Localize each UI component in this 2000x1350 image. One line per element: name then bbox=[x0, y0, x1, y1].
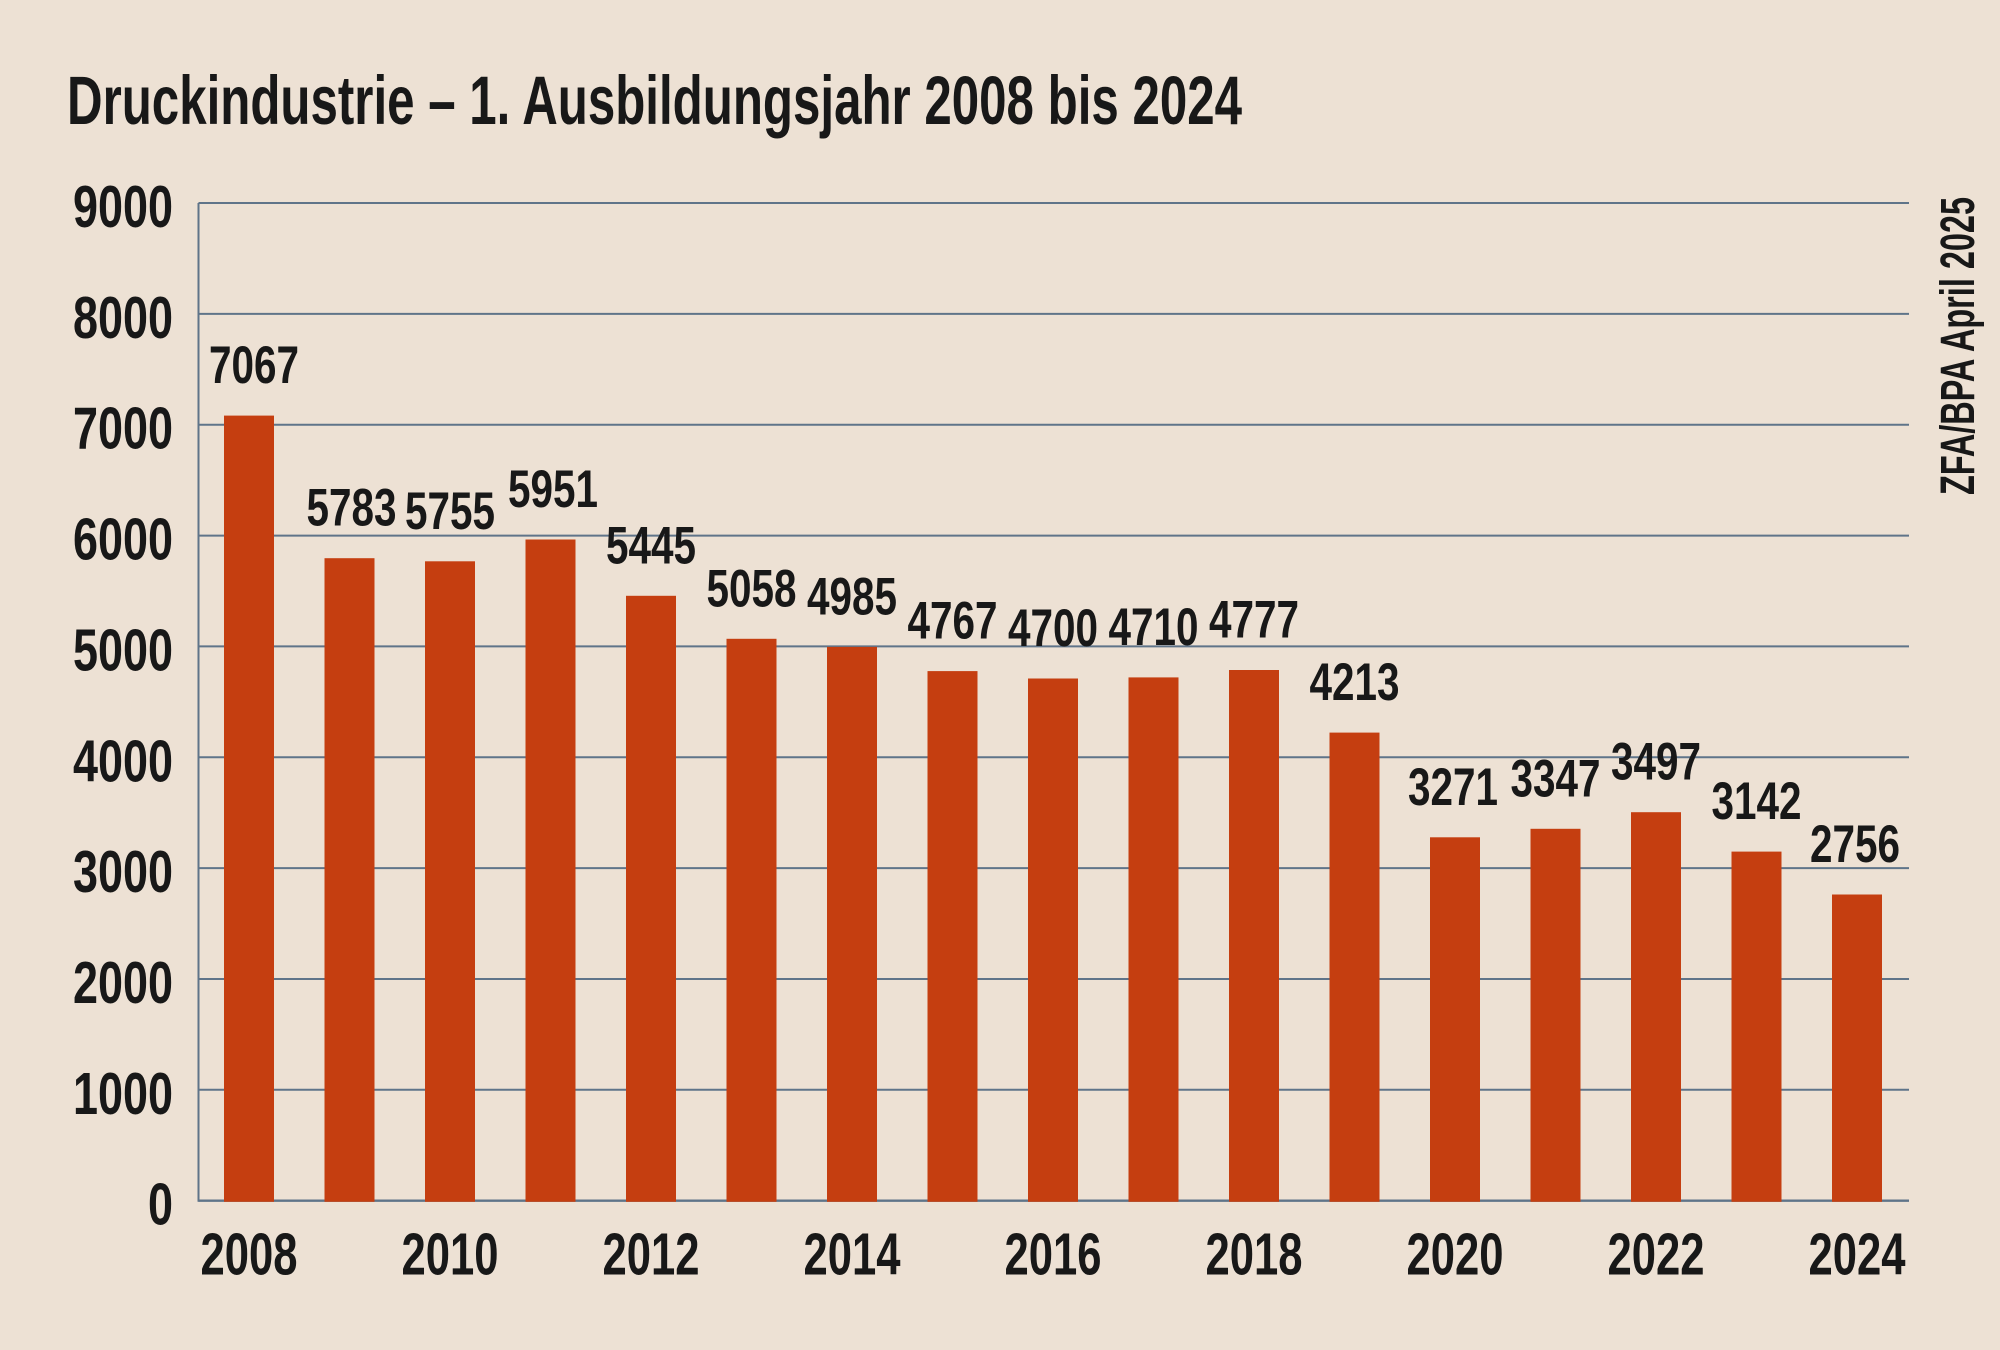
svg-text:0: 0 bbox=[148, 1171, 173, 1238]
svg-text:4985: 4985 bbox=[807, 567, 897, 626]
svg-text:5783: 5783 bbox=[307, 479, 397, 538]
svg-text:2000: 2000 bbox=[73, 949, 173, 1016]
svg-text:3000: 3000 bbox=[73, 838, 173, 905]
svg-text:7067: 7067 bbox=[209, 336, 299, 395]
svg-text:5058: 5058 bbox=[707, 559, 797, 618]
svg-text:Druckindustrie – 1. Ausbildung: Druckindustrie – 1. Ausbildungsjahr 2008… bbox=[67, 62, 1242, 139]
svg-text:2756: 2756 bbox=[1810, 815, 1900, 874]
svg-text:1000: 1000 bbox=[73, 1060, 173, 1127]
svg-text:2012: 2012 bbox=[603, 1221, 700, 1288]
svg-text:9000: 9000 bbox=[73, 173, 173, 240]
svg-text:3497: 3497 bbox=[1611, 733, 1701, 792]
svg-text:3142: 3142 bbox=[1712, 772, 1802, 831]
svg-text:8000: 8000 bbox=[73, 284, 173, 351]
svg-text:4767: 4767 bbox=[908, 592, 998, 651]
svg-text:2010: 2010 bbox=[402, 1221, 499, 1288]
svg-text:7000: 7000 bbox=[73, 395, 173, 462]
svg-text:2016: 2016 bbox=[1005, 1221, 1102, 1288]
svg-text:6000: 6000 bbox=[73, 506, 173, 573]
svg-text:2022: 2022 bbox=[1608, 1221, 1705, 1288]
svg-text:2014: 2014 bbox=[804, 1221, 901, 1288]
svg-text:4000: 4000 bbox=[73, 727, 173, 794]
svg-text:2008: 2008 bbox=[201, 1221, 298, 1288]
svg-text:5000: 5000 bbox=[73, 616, 173, 683]
svg-text:5755: 5755 bbox=[405, 482, 495, 541]
svg-text:4710: 4710 bbox=[1109, 598, 1199, 657]
svg-text:4777: 4777 bbox=[1209, 591, 1299, 650]
svg-text:2018: 2018 bbox=[1206, 1221, 1303, 1288]
svg-text:ZFA/BPA April 2025: ZFA/BPA April 2025 bbox=[1932, 197, 1985, 495]
svg-text:5951: 5951 bbox=[508, 460, 598, 519]
svg-text:2024: 2024 bbox=[1809, 1221, 1906, 1288]
svg-text:5445: 5445 bbox=[606, 516, 696, 575]
svg-text:3271: 3271 bbox=[1408, 758, 1498, 817]
svg-text:4700: 4700 bbox=[1008, 599, 1098, 658]
svg-text:2020: 2020 bbox=[1407, 1221, 1504, 1288]
svg-text:3347: 3347 bbox=[1511, 749, 1601, 808]
svg-text:4213: 4213 bbox=[1310, 653, 1400, 712]
